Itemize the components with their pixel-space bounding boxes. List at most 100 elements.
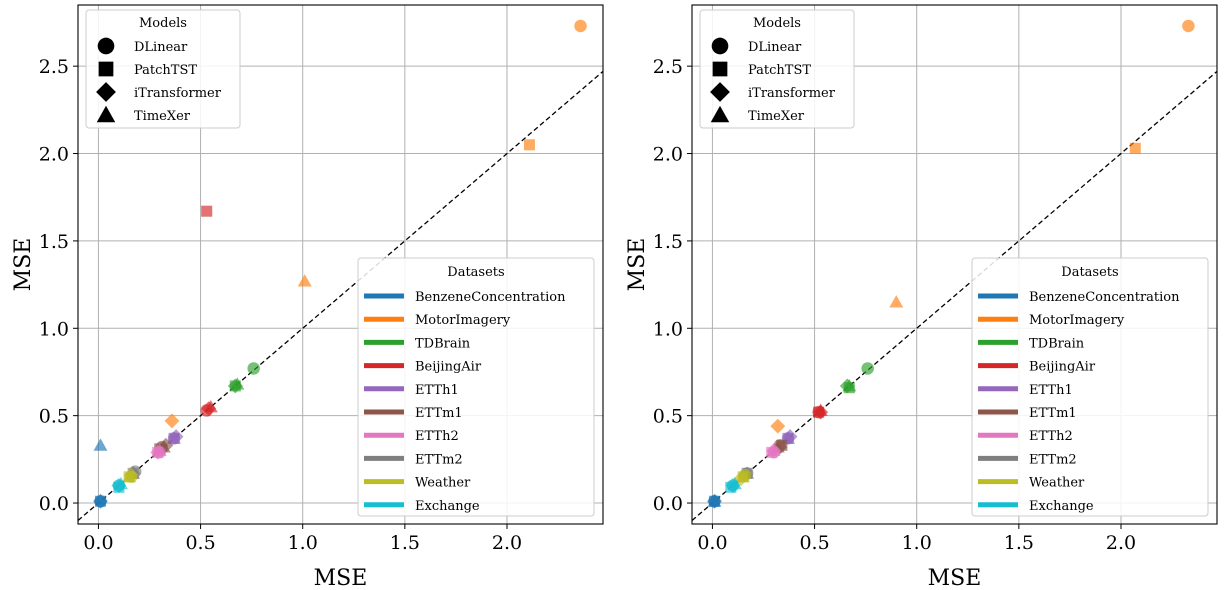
legend-label-ettm2: ETTm2 (415, 452, 463, 467)
x-axis-label: MSE (928, 566, 982, 590)
x-tick-label: 1.5 (1004, 532, 1034, 554)
x-tick-label: 0.5 (185, 532, 215, 554)
legend-label-dlinear: DLinear (748, 40, 802, 55)
legend-label-patchtst: PatchTST (748, 63, 811, 78)
legend-label-etth2: ETTh2 (415, 429, 459, 444)
axis-ticks: 0.0 0.5 1.0 1.5 2.0 0.0 0.5 1.0 1.5 2.0 2.5 (653, 56, 1136, 554)
point-beijingair-timexer (203, 399, 218, 413)
models-legend-box (85, 9, 241, 129)
y-axis-label: MSE (625, 238, 650, 292)
legend-marker-itransformer (710, 82, 730, 102)
legend-label-etth2: ETTh2 (1029, 429, 1073, 444)
x-tick-label: 1.5 (390, 532, 420, 554)
legend-label-exchange: Exchange (415, 499, 480, 514)
legend-label-dlinear: DLinear (134, 40, 188, 55)
x-axis-label: MSE (314, 566, 368, 590)
y-tick-label: 0.5 (39, 406, 69, 428)
legend-label-motorimagery: MotorImagery (415, 313, 511, 328)
point-exchange-timexer (727, 476, 742, 490)
point-weather-timexer (122, 469, 137, 483)
datasets-legend-box (971, 257, 1209, 517)
legend-label-ettm2: ETTm2 (1029, 452, 1077, 467)
y-tick-label: 2.5 (653, 56, 683, 78)
legend-label-weather: Weather (415, 476, 471, 491)
y-tick-label: 2.5 (39, 56, 69, 78)
legend-label-itransformer: iTransformer (748, 86, 836, 101)
point-etth1-timexer (167, 431, 181, 444)
legend-label-weather: Weather (1029, 476, 1085, 491)
datasets-legend: Datasets BenzeneConcentration MotorImagery… (971, 257, 1209, 517)
point-benzeneconcentration-itransformer (93, 493, 108, 509)
datasets-legend-title: Datasets (447, 265, 504, 280)
point-motorimagery-dlinear (574, 19, 587, 33)
point-motorimagery-itransformer (770, 418, 786, 434)
x-tick-label: 0.5 (799, 532, 829, 554)
legend-marker-dlinear (97, 37, 115, 55)
legend-label-etth1: ETTh1 (1029, 383, 1073, 398)
scatter-points (707, 19, 1195, 509)
models-legend-box (699, 9, 855, 129)
models-legend-title: Models (753, 16, 801, 31)
y-tick-label: 1.0 (653, 318, 683, 340)
legend-label-benzeneconcentration: BenzeneConcentration (1029, 290, 1180, 305)
legend-marker-timexer (96, 105, 116, 123)
point-tdbrain-dlinear (247, 362, 260, 375)
point-benzeneconcentration-timexer (707, 494, 722, 507)
y-tick-label: 0.5 (653, 406, 683, 428)
x-tick-label: 2.0 (1106, 532, 1136, 554)
legend-marker-itransformer (96, 82, 116, 102)
x-tick-label: 0.0 (697, 532, 727, 554)
legend-label-timexer: TimeXer (748, 109, 805, 124)
datasets-legend: Datasets BenzeneConcentration MotorImagery… (357, 257, 595, 517)
legend-label-exchange: Exchange (1029, 499, 1094, 514)
x-tick-label: 1.0 (902, 532, 932, 554)
legend-label-beijingair: BeijingAir (1029, 360, 1096, 375)
legend-label-beijingair: BeijingAir (415, 360, 482, 375)
legend-label-itransformer: iTransformer (134, 86, 222, 101)
legend-marker-patchtst (98, 61, 114, 77)
point-etth2-timexer (766, 443, 781, 457)
legend-label-tdbrain: TDBrain (1029, 336, 1085, 351)
legend-label-tdbrain: TDBrain (415, 336, 471, 351)
point-beijingair-timexer (813, 403, 828, 416)
point-tdbrain-dlinear (861, 362, 874, 375)
legend-label-benzeneconcentration: BenzeneConcentration (415, 290, 566, 305)
point-motorimagery-patchtst (1129, 142, 1141, 154)
plot-frame (691, 4, 1218, 525)
legend-label-motorimagery: MotorImagery (1029, 313, 1125, 328)
legend-label-ettm1: ETTm1 (1029, 406, 1077, 421)
y-tick-label: 1.0 (39, 318, 69, 340)
y-tick-label: 1.5 (39, 231, 69, 253)
y-tick-label: 0.0 (39, 493, 69, 515)
x-tick-label: 2.0 (492, 532, 522, 554)
y-tick-label: 2.0 (39, 144, 69, 166)
datasets-legend-title: Datasets (1061, 265, 1118, 280)
y-tick-label: 1.5 (653, 231, 683, 253)
y-tick-label: 0.0 (653, 493, 683, 515)
point-motorimagery-itransformer (164, 413, 180, 429)
point-exchange-timexer (113, 476, 128, 490)
chart-left: 0.0 0.5 1.0 1.5 2.0 0.0 0.5 1.0 1.5 2.0 2.5 MSE MSE M… (11, 4, 604, 590)
plot-frame (77, 4, 604, 525)
legend-marker-patchtst (712, 61, 728, 77)
x-tick-label: 1.0 (288, 532, 318, 554)
chart-right: 0.0 0.5 1.0 1.5 2.0 0.0 0.5 1.0 1.5 2.0 2.5 MSE MSE M… (625, 4, 1218, 590)
legend-label-patchtst: PatchTST (134, 63, 197, 78)
legend-label-timexer: TimeXer (134, 109, 191, 124)
legend-marker-timexer (710, 105, 730, 123)
legend-marker-dlinear (711, 37, 729, 55)
point-benzeneconcentration-timexer (93, 438, 108, 451)
legend-label-etth1: ETTh1 (415, 383, 459, 398)
point-etth2-timexer (152, 443, 167, 457)
x-tick-label: 0.0 (83, 532, 113, 554)
point-motorimagery-timexer (297, 274, 312, 287)
point-tdbrain-timexer (230, 377, 245, 390)
point-motorimagery-timexer (889, 295, 904, 308)
models-legend: Models DLinear PatchTST iTransformer TimeXer (699, 9, 855, 129)
point-motorimagery-dlinear (1182, 19, 1195, 33)
y-tick-label: 2.0 (653, 144, 683, 166)
point-motorimagery-patchtst (523, 139, 535, 151)
y-axis-label: MSE (11, 238, 36, 292)
scatter-points (93, 19, 587, 509)
